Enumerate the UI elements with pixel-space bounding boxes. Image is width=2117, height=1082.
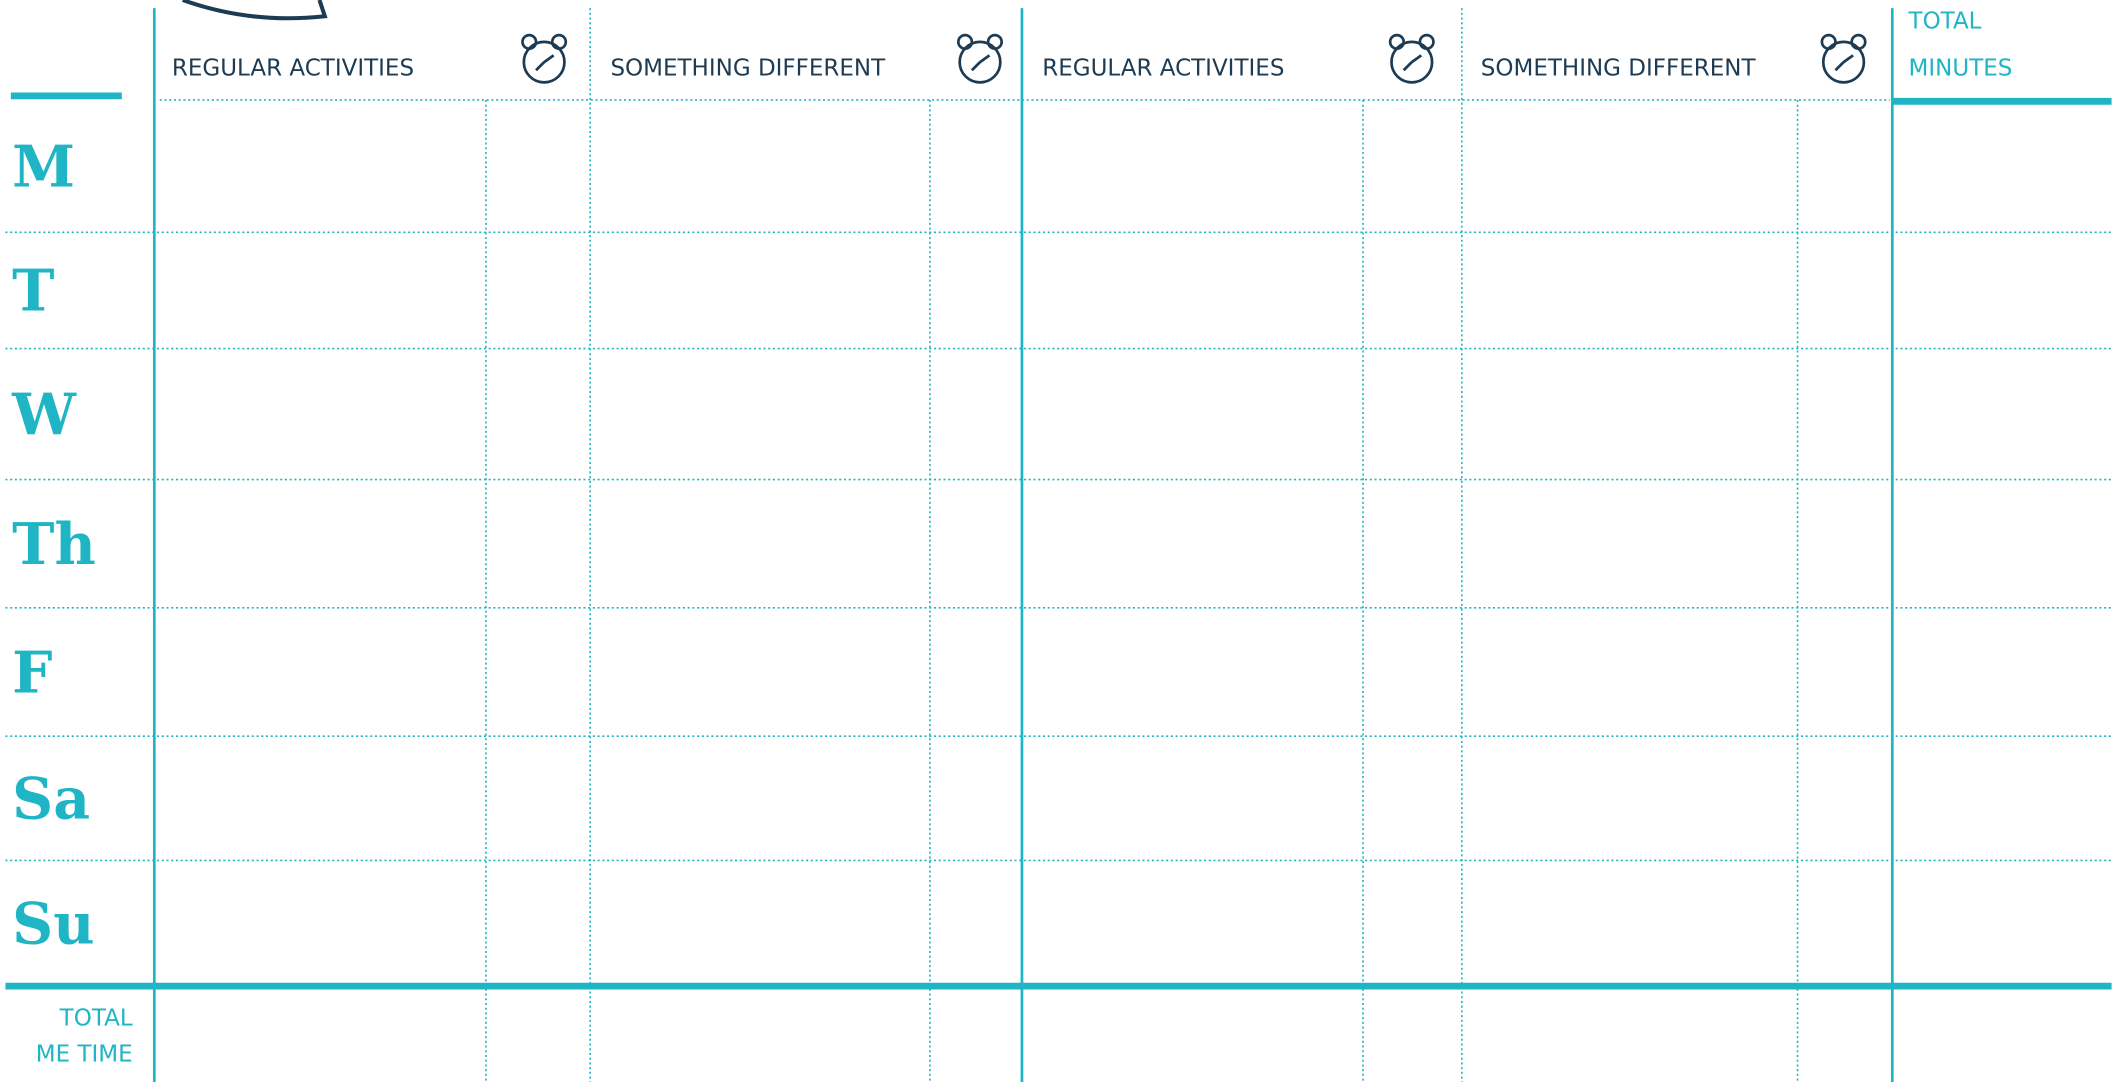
clock-icon <box>1820 33 1867 84</box>
total-me-time-label: ME TIME <box>36 1042 133 1068</box>
clock-bell <box>1820 33 1837 50</box>
day-label: M <box>12 134 75 200</box>
column-header: REGULAR ACTIVITIES <box>172 56 414 82</box>
total-me-time-label: TOTAL <box>59 1005 133 1031</box>
day-label: Sa <box>12 767 90 833</box>
clock-hands <box>535 54 555 72</box>
clock-bell <box>1418 33 1435 50</box>
decoration <box>182 0 328 21</box>
day-label: T <box>12 259 54 325</box>
clock-bell <box>1388 33 1406 50</box>
clock-bell <box>521 33 538 50</box>
total-minutes-header: MINUTES <box>1909 56 2013 82</box>
clock-bell <box>550 33 568 50</box>
total-minutes-header: TOTAL <box>1908 8 1982 34</box>
column-header: REGULAR ACTIVITIES <box>1042 56 1284 82</box>
day-label: Th <box>12 512 96 578</box>
clock-bell <box>956 33 974 50</box>
day-label: F <box>12 640 52 706</box>
day-label: W <box>11 382 77 448</box>
clock-icon <box>956 33 1004 84</box>
column-header: SOMETHING DIFFERENT <box>1481 56 1757 82</box>
clock-hands <box>1402 54 1423 72</box>
clock-icon <box>1388 33 1435 84</box>
day-label: Su <box>12 892 94 958</box>
clock-icon <box>521 33 568 84</box>
clock-bell <box>1850 33 1867 50</box>
column-header: SOMETHING DIFFERENT <box>610 56 886 82</box>
clock-hands <box>970 54 991 72</box>
clock-hands <box>1834 54 1854 72</box>
clock-bell <box>986 33 1004 50</box>
